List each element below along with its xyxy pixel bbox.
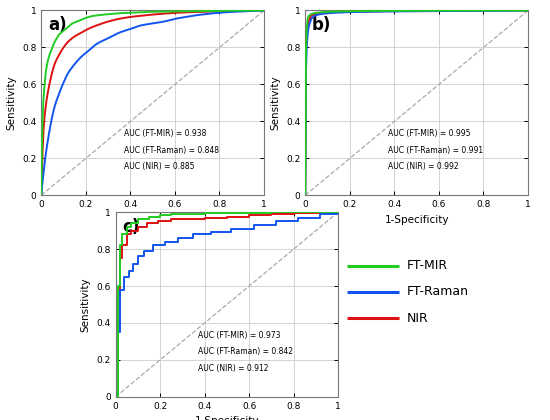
X-axis label: 1-Specificity: 1-Specificity	[384, 215, 449, 225]
Text: AUC (FT-MIR) = 0.973: AUC (FT-MIR) = 0.973	[198, 331, 280, 340]
Text: AUC (NIR) = 0.885: AUC (NIR) = 0.885	[124, 163, 194, 171]
Text: a): a)	[48, 16, 67, 34]
Text: AUC (FT-Raman) = 0.842: AUC (FT-Raman) = 0.842	[198, 347, 293, 357]
Text: AUC (FT-MIR) = 0.938: AUC (FT-MIR) = 0.938	[124, 129, 206, 138]
Y-axis label: Sensitivity: Sensitivity	[81, 277, 91, 332]
Text: AUC (FT-Raman) = 0.991: AUC (FT-Raman) = 0.991	[388, 146, 483, 155]
Text: b): b)	[312, 16, 331, 34]
Y-axis label: Sensitivity: Sensitivity	[271, 76, 281, 130]
Text: c): c)	[122, 218, 140, 236]
Text: AUC (NIR) = 0.912: AUC (NIR) = 0.912	[198, 364, 268, 373]
Text: NIR: NIR	[406, 312, 428, 325]
Text: AUC (NIR) = 0.992: AUC (NIR) = 0.992	[388, 163, 458, 171]
X-axis label: 1-Specificity: 1-Specificity	[120, 215, 185, 225]
Text: AUC (FT-Raman) = 0.848: AUC (FT-Raman) = 0.848	[124, 146, 219, 155]
Y-axis label: Sensitivity: Sensitivity	[7, 76, 16, 130]
Text: AUC (FT-MIR) = 0.995: AUC (FT-MIR) = 0.995	[388, 129, 470, 138]
X-axis label: 1-Specificity: 1-Specificity	[195, 416, 259, 420]
Text: FT-Raman: FT-Raman	[406, 286, 469, 298]
Text: FT-MIR: FT-MIR	[406, 259, 448, 272]
